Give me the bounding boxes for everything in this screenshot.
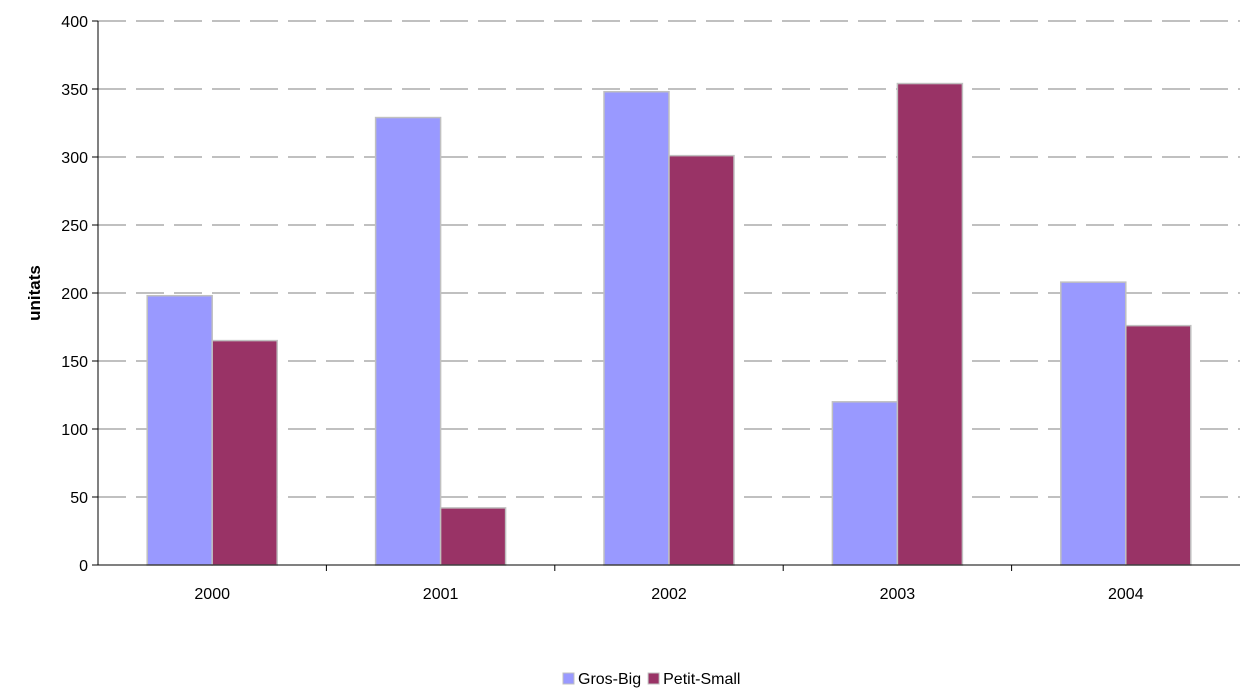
x-tick-label: 2001 [423,586,459,603]
axes: 0 50 100 150 200 250 300 350 400 2000 2001 2002 2003… [61,14,1240,603]
bar-gros-big-2000 [146,294,213,566]
bar-petit-small-2004 [1125,324,1192,566]
x-tick-label: 2003 [880,586,916,603]
bar-gros-big-2003 [831,401,899,566]
y-axis-title: unitats [25,265,44,321]
x-tick-label: 2002 [651,586,687,603]
legend: Gros-Big Petit-Small [562,671,740,688]
y-tick-label: 300 [61,150,88,167]
y-tick-label: 200 [61,286,88,303]
y-tick-label: 350 [61,82,88,99]
legend-swatch [562,672,575,685]
y-tick-label: 250 [61,218,88,235]
y-tick-label: 0 [79,558,88,575]
y-tick-label: 100 [61,422,88,439]
y-tick-label: 400 [61,14,88,31]
y-tick-label: 150 [61,354,88,371]
y-tick-label: 50 [70,490,88,507]
legend-swatch [647,672,660,685]
legend-label: Gros-Big [578,671,641,688]
bar-petit-small-2002 [668,154,735,566]
bar-gros-big-2001 [374,116,442,566]
x-tick-label: 2004 [1108,586,1144,603]
bar-gros-big-2004 [1060,281,1127,566]
bar-gros-big-2002 [603,90,670,566]
bar-petit-small-2000 [211,339,278,566]
bar-petit-small-2003 [896,82,964,566]
bars [146,82,1192,566]
legend-label: Petit-Small [663,671,740,688]
x-tick-label: 2000 [194,586,230,603]
bar-petit-small-2001 [439,507,507,566]
